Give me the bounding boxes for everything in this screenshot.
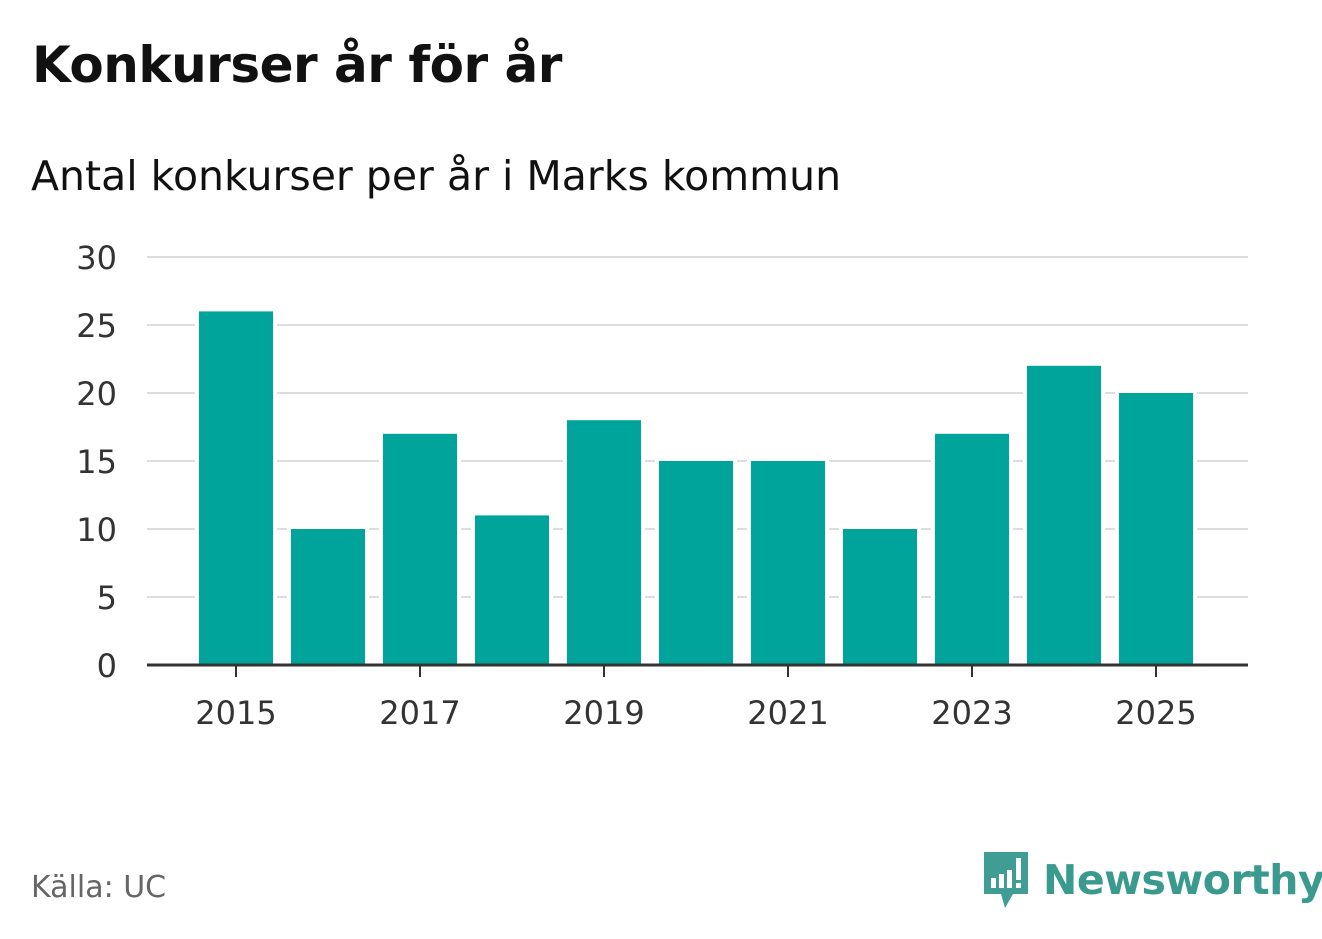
x-tick-label: 2025 <box>1115 694 1196 732</box>
bar-2021 <box>751 461 825 665</box>
chart-subtitle: Antal konkurser per år i Marks kommun <box>31 152 842 200</box>
chart-title: Konkurser år för år <box>32 36 562 94</box>
logo-text: Newsworthy <box>1043 856 1322 904</box>
newsworthy-logo-icon <box>984 852 1028 908</box>
y-tick-label: 15 <box>76 443 117 481</box>
x-tick-label: 2019 <box>563 694 644 732</box>
y-tick-label: 10 <box>76 511 117 549</box>
y-tick-label: 30 <box>76 239 117 277</box>
bar-2018 <box>475 515 549 665</box>
x-tick-label: 2015 <box>195 694 276 732</box>
bar-2025 <box>1119 393 1193 665</box>
bar-2017 <box>383 433 457 665</box>
y-tick-label: 25 <box>76 307 117 345</box>
bar-2022 <box>843 529 917 665</box>
x-tick-label: 2021 <box>747 694 828 732</box>
bar-2020 <box>659 461 733 665</box>
bar-2024 <box>1027 365 1101 665</box>
y-tick-label: 5 <box>97 579 117 617</box>
y-tick-label: 20 <box>76 375 117 413</box>
bar-2023 <box>935 433 1009 665</box>
y-tick-label: 0 <box>97 647 117 685</box>
newsworthy-logo: Newsworthy <box>981 850 1322 910</box>
x-tick-label: 2017 <box>379 694 460 732</box>
bar-2019 <box>567 420 641 665</box>
source-note: Källa: UC <box>31 870 167 905</box>
bar-2016 <box>291 529 365 665</box>
x-tick-label: 2023 <box>931 694 1012 732</box>
bar-2015 <box>199 311 273 665</box>
